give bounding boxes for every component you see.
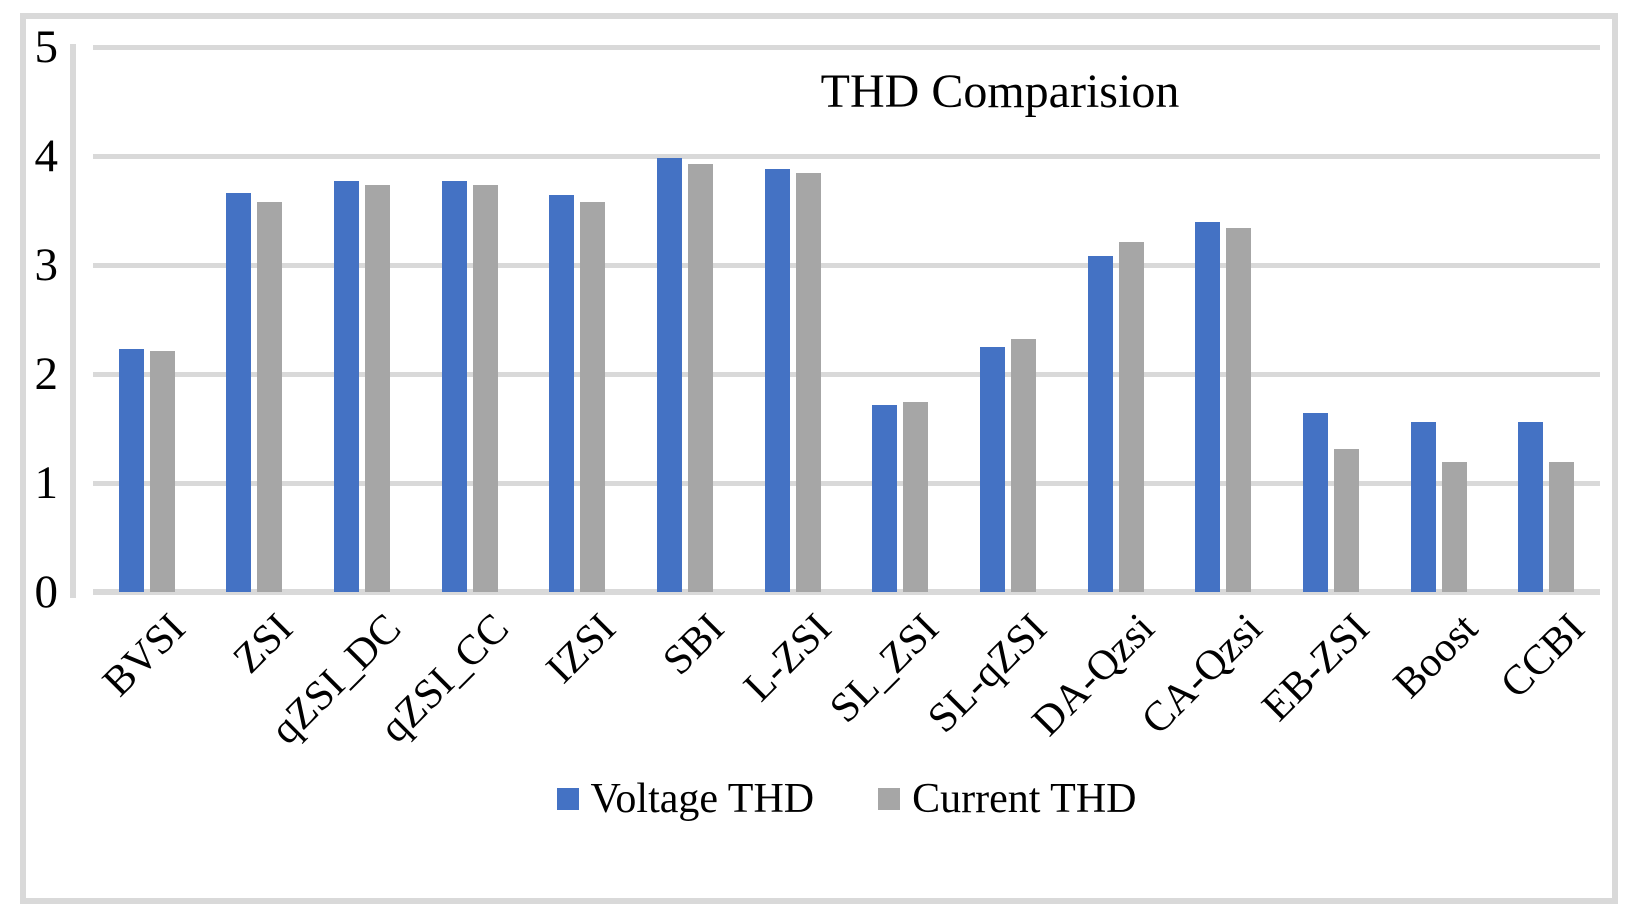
- gridline-y-1: [93, 481, 1600, 486]
- bar-qZSI_CC-voltage-thd: [442, 181, 467, 592]
- y-tick-label-2: 2: [34, 348, 59, 400]
- y-tick-label-0: 0: [34, 566, 59, 618]
- bar-ZSI-current-thd: [257, 202, 282, 592]
- legend-item-current-thd: Current THD: [878, 776, 1136, 822]
- bar-DA-Qzsi-voltage-thd: [1088, 256, 1113, 592]
- bar-CA-Qzsi-current-thd: [1226, 228, 1251, 592]
- bar-Boost-current-thd: [1442, 462, 1467, 592]
- bars-layer: [93, 47, 1600, 592]
- bar-Boost-voltage-thd: [1411, 422, 1436, 592]
- bar-L-ZSI-current-thd: [796, 173, 821, 592]
- bar-DA-Qzsi-current-thd: [1119, 242, 1144, 592]
- bar-CCBI-voltage-thd: [1518, 422, 1543, 592]
- bar-CCBI-current-thd: [1549, 462, 1574, 592]
- chart-title: THD Comparision: [820, 65, 1180, 118]
- bar-SL-qZSI-current-thd: [1011, 339, 1036, 592]
- bar-IZSI-voltage-thd: [549, 195, 574, 592]
- y-tick-label-3: 3: [34, 239, 59, 291]
- bar-SL_ZSI-voltage-thd: [872, 405, 897, 592]
- bar-ZSI-voltage-thd: [226, 193, 251, 592]
- y-tick-label-5: 5: [34, 21, 59, 73]
- gridline-y-0: [93, 589, 1600, 595]
- bar-SBI-voltage-thd: [657, 158, 682, 592]
- gridline-y-5: [93, 45, 1600, 50]
- legend: Voltage THD Current THD: [93, 776, 1600, 822]
- y-axis-line: [70, 44, 76, 598]
- y-tick-label-1: 1: [34, 457, 59, 509]
- legend-label-current-thd: Current THD: [912, 776, 1137, 822]
- bar-L-ZSI-voltage-thd: [765, 169, 790, 592]
- gridline-y-2: [93, 372, 1600, 377]
- voltage-thd-swatch-icon: [556, 788, 579, 810]
- bar-SBI-current-thd: [688, 164, 713, 592]
- bar-EB-ZSI-current-thd: [1334, 449, 1359, 592]
- bar-qZSI_CC-current-thd: [473, 185, 498, 592]
- bar-BVSI-voltage-thd: [119, 349, 144, 592]
- bar-BVSI-current-thd: [150, 351, 175, 592]
- gridline-y-3: [93, 263, 1600, 268]
- bar-qZSI_DC-current-thd: [365, 185, 390, 592]
- bar-CA-Qzsi-voltage-thd: [1195, 222, 1220, 592]
- current-thd-swatch-icon: [878, 788, 901, 810]
- legend-item-voltage-thd: Voltage THD: [556, 776, 815, 822]
- bar-qZSI_DC-voltage-thd: [334, 181, 359, 592]
- bar-IZSI-current-thd: [580, 202, 605, 592]
- gridline-y-4: [93, 154, 1600, 159]
- bar-SL-qZSI-voltage-thd: [980, 347, 1005, 592]
- y-tick-label-4: 4: [34, 130, 59, 182]
- bar-EB-ZSI-voltage-thd: [1303, 413, 1328, 592]
- bar-SL_ZSI-current-thd: [903, 402, 928, 592]
- legend-label-voltage-thd: Voltage THD: [590, 776, 815, 822]
